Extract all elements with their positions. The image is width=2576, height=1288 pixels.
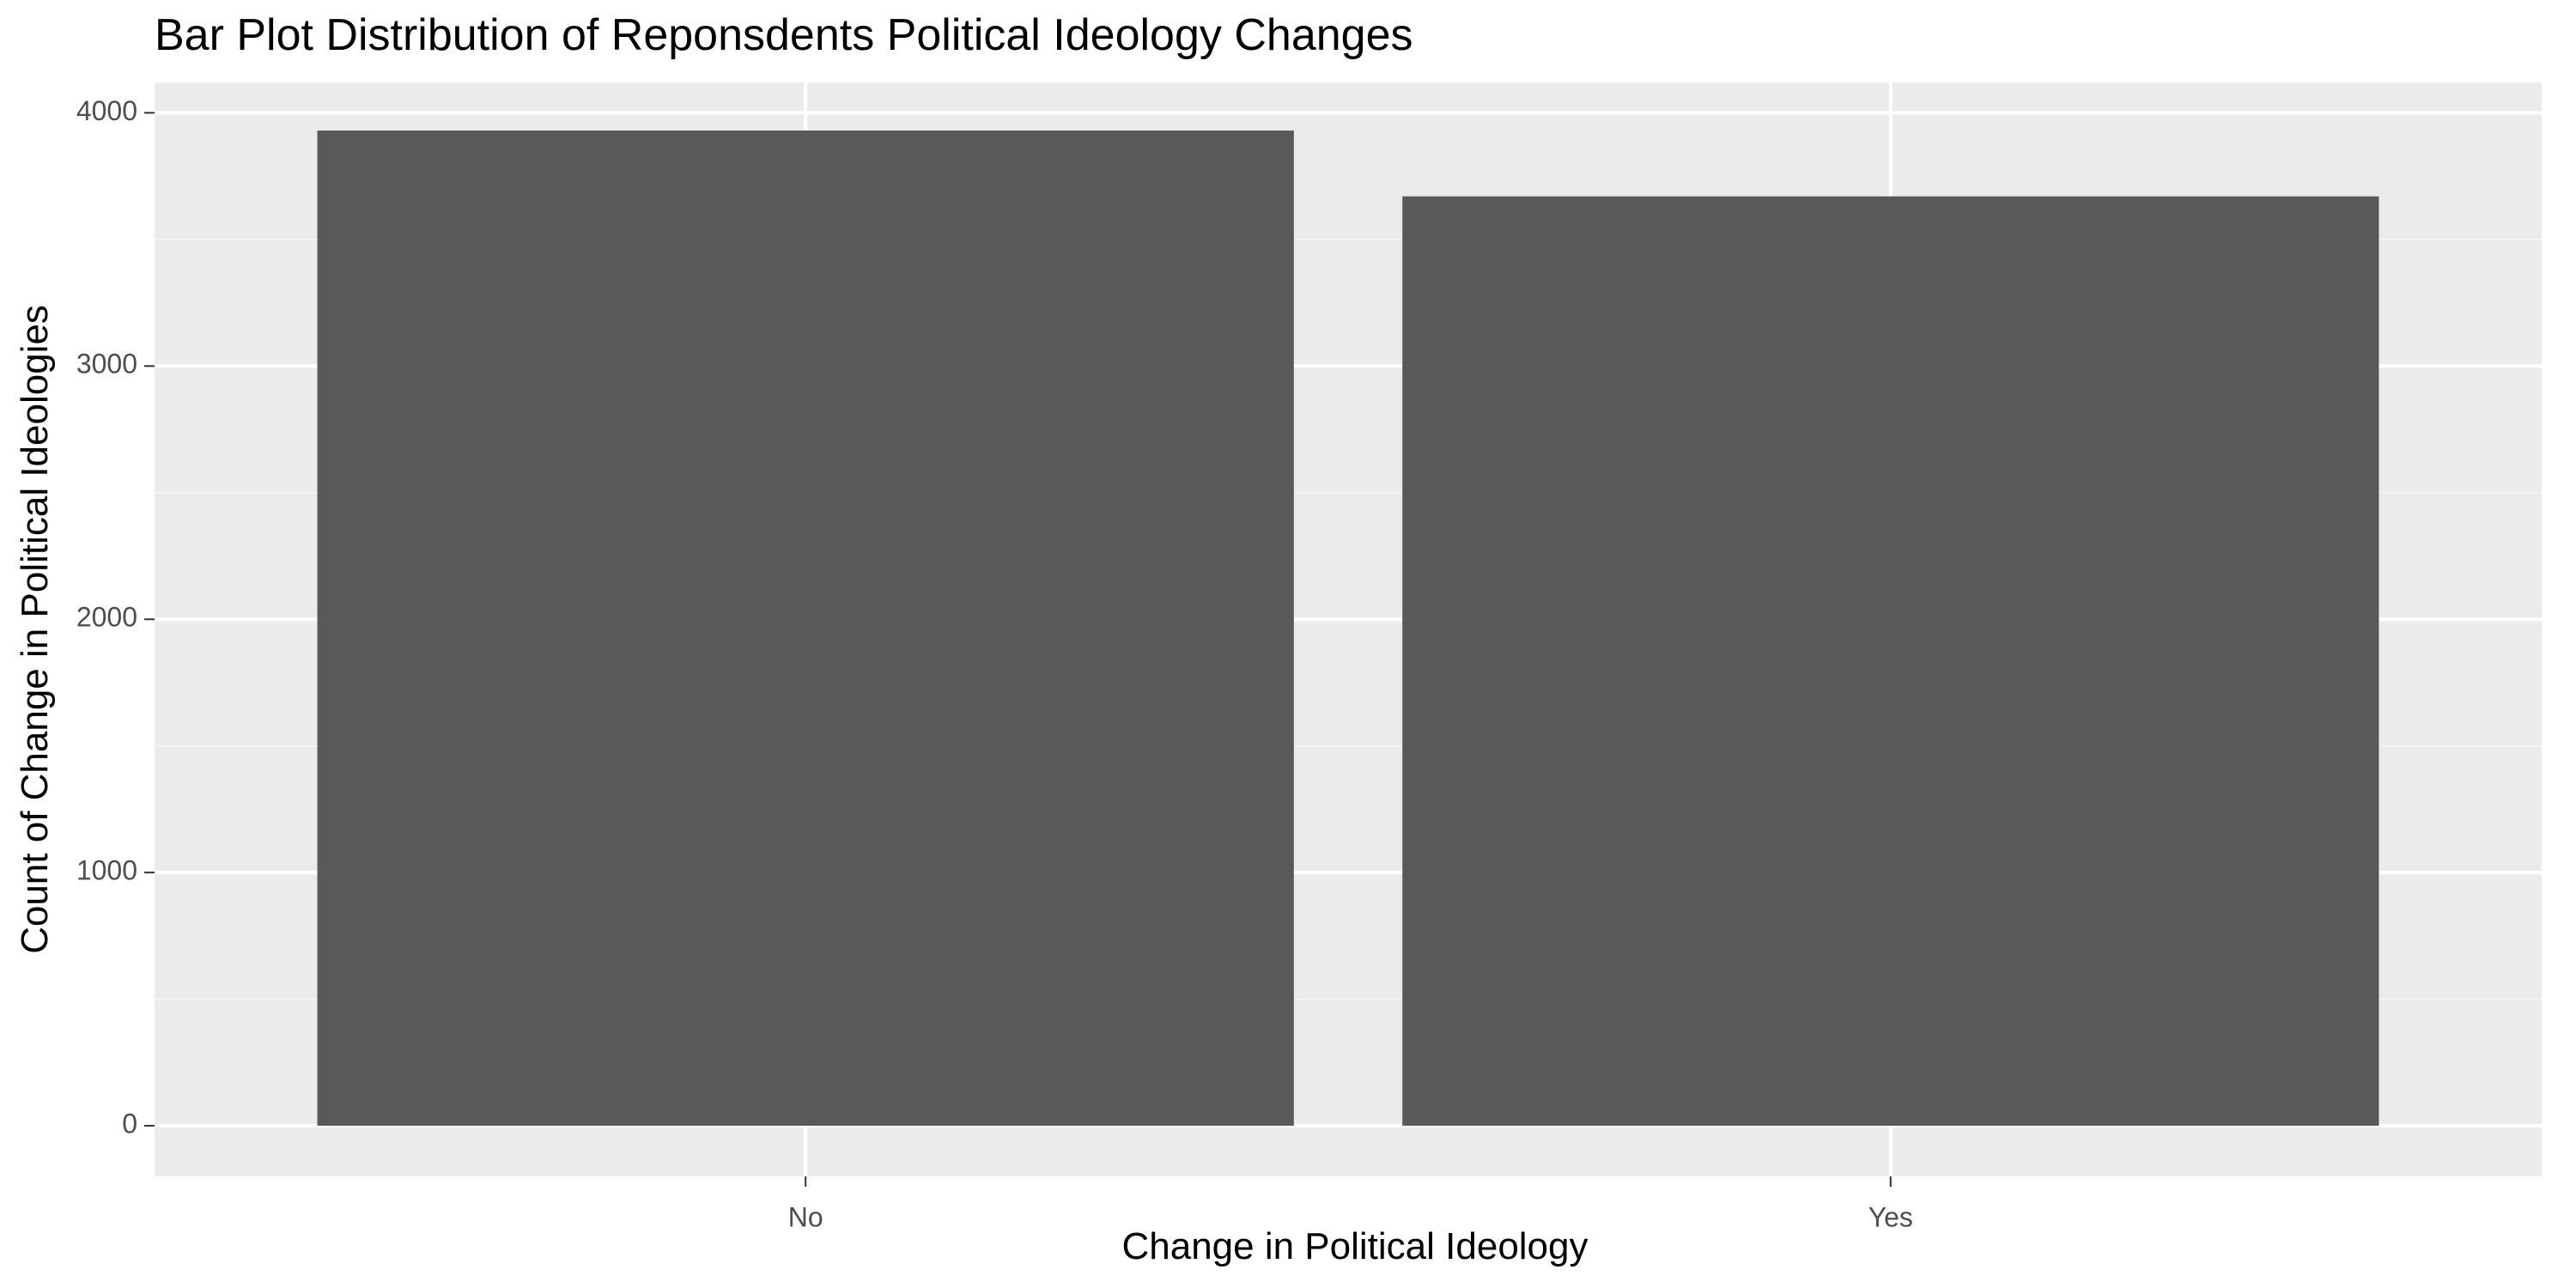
bar-series — [317, 131, 2379, 1127]
x-axis-title: Change in Political Ideology — [1121, 1225, 1588, 1267]
y-tick-label: 0 — [122, 1108, 137, 1139]
y-tick-label: 4000 — [76, 95, 137, 126]
chart-title: Bar Plot Distribution of Reponsdents Pol… — [155, 10, 1413, 60]
y-tick-label: 1000 — [76, 855, 137, 886]
x-tick-label: Yes — [1868, 1201, 1913, 1232]
y-axis-title: Count of Change in Political Ideologies — [14, 305, 56, 954]
x-tick-label: No — [788, 1201, 823, 1232]
y-tick-label: 3000 — [76, 349, 137, 380]
y-tick-label: 2000 — [76, 602, 137, 633]
axes: 0 1000 2000 3000 4000 No Yes — [76, 95, 1913, 1233]
bar-no — [317, 131, 1294, 1127]
bar-yes — [1402, 196, 2379, 1127]
